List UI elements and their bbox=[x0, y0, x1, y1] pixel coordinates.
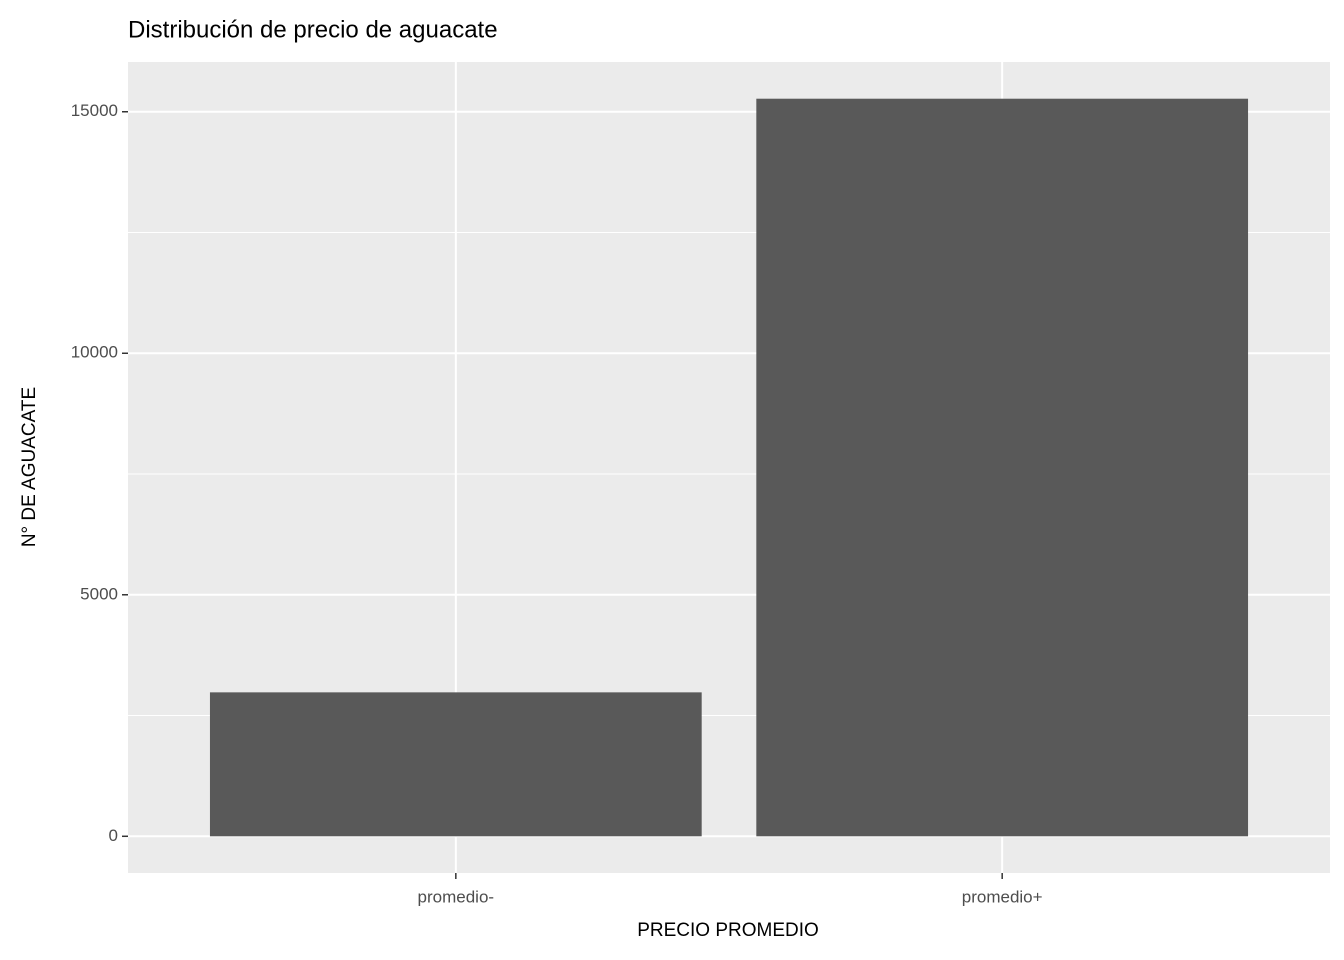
y-tick-label: 15000 bbox=[71, 101, 118, 120]
bar bbox=[209, 692, 702, 837]
x-tick-label: promedio- bbox=[418, 887, 495, 906]
x-tick-label: promedio+ bbox=[962, 887, 1043, 906]
x-axis-title: PRECIO PROMEDIO bbox=[637, 920, 819, 941]
bar bbox=[756, 98, 1249, 837]
y-axis-title: N° DE AGUACATE bbox=[19, 387, 40, 547]
y-tick-label: 5000 bbox=[80, 584, 118, 603]
y-tick-label: 10000 bbox=[71, 343, 118, 362]
y-tick-label: 0 bbox=[109, 826, 118, 845]
chart-title: Distribución de precio de aguacate bbox=[128, 16, 498, 43]
